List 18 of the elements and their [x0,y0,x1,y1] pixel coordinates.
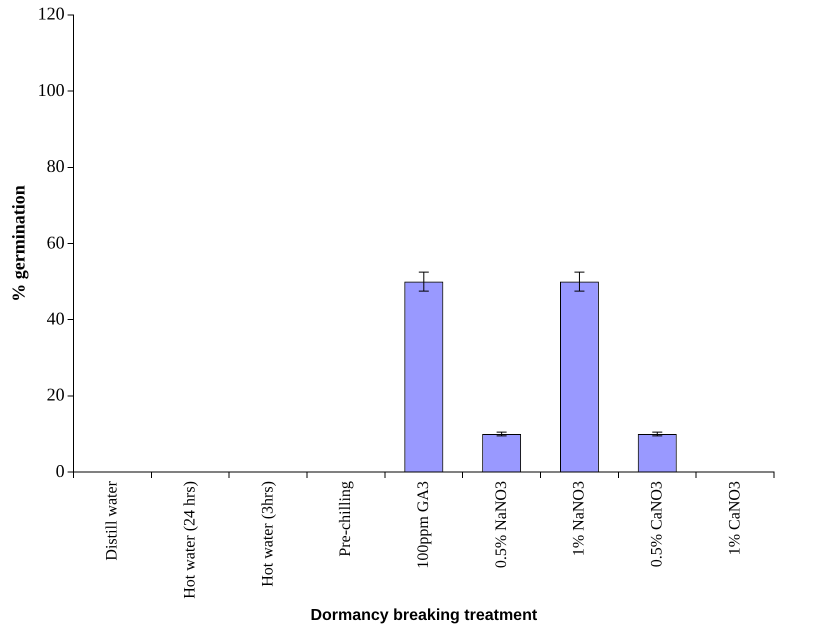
y-tick-label: 0 [56,460,65,481]
x-tick-label: Pre-chilling [337,481,354,557]
y-tick-label: 100 [38,80,65,100]
x-tick-label: 100ppm GA3 [415,481,432,569]
y-tick-label: 60 [46,232,65,252]
x-tick-label: Distill water [104,480,121,561]
x-tick-label: 1% NaNO3 [570,481,588,556]
y-tick-label: 40 [46,308,65,328]
x-axis-title: Dormancy breaking treatment [310,606,538,624]
x-tick-label: Hot water (24 hrs) [182,481,199,599]
x-tick-label: 1% CaNO3 [726,481,744,556]
x-tick-label: Hot water (3hrs) [259,481,276,587]
y-axis-title: % germination [8,185,28,302]
x-tick-label: 0.5% CaNO3 [648,481,666,568]
y-tick-label: 120 [38,4,65,24]
y-tick-label: 80 [46,156,65,176]
y-tick-label: 20 [46,384,65,405]
x-tick-label: 0.5% NaNO3 [492,481,510,568]
